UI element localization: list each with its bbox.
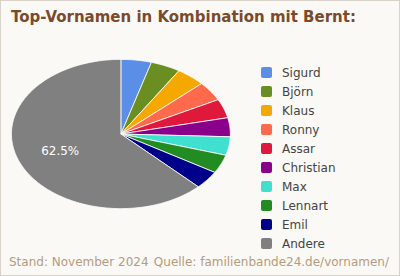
html-text:Andere: Andere [282,236,325,251]
html-text:Sigurd: Sigurd [282,65,321,80]
html-text:Stand: November 2024 Quelle: f: Stand: November 2024 Quelle: familienban… [9,255,389,269]
html-text:Ronny: Ronny [282,122,320,137]
html-text:Klaus: Klaus [282,103,315,118]
svg-text:62.5%: 62.5% [41,144,79,158]
html-text:Assar: Assar [282,141,315,156]
html-text:Max: Max [282,179,307,194]
html-text:Christian: Christian [282,160,336,175]
html-text:Top-Vornamen in Kombination mi: Top-Vornamen in Kombination mit Bernt: [11,8,356,26]
html-text:Lennart: Lennart [282,198,329,213]
html-text:Björn: Björn [282,84,314,99]
html-text:Emil: Emil [282,217,308,232]
